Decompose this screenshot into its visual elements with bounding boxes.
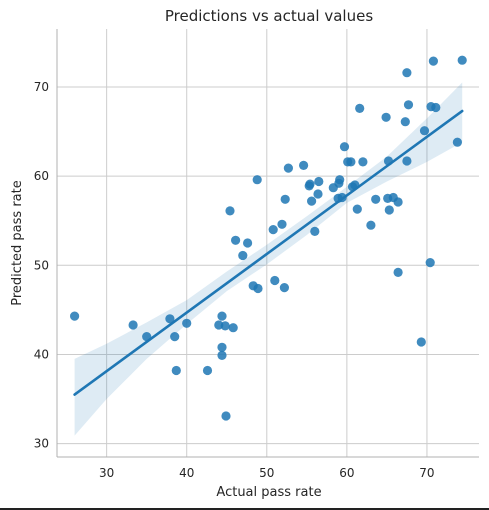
x-tick-label: 60 — [339, 466, 354, 480]
data-point — [403, 100, 414, 110]
data-points — [70, 55, 467, 421]
x-tick-label: 50 — [259, 466, 274, 480]
data-point — [352, 204, 362, 214]
data-point — [277, 219, 287, 229]
x-tick-labels: 30 40 50 60 70 — [99, 466, 435, 480]
y-tick-labels: 30 40 50 60 70 — [34, 80, 49, 451]
x-tick-label: 30 — [99, 466, 114, 480]
data-point — [393, 197, 403, 207]
data-point — [70, 311, 80, 321]
data-point — [419, 126, 430, 136]
data-point — [170, 332, 180, 342]
y-tick-label: 60 — [34, 169, 49, 183]
y-tick-label: 30 — [34, 437, 49, 451]
data-point — [280, 194, 290, 204]
data-point — [220, 321, 230, 331]
regression-line-path — [73, 109, 464, 396]
data-point — [217, 342, 227, 352]
data-point — [231, 235, 241, 245]
data-point — [217, 350, 227, 360]
data-point — [228, 323, 238, 333]
data-point — [253, 283, 263, 294]
chart-title: Predictions vs actual values — [165, 7, 373, 25]
data-point — [400, 117, 410, 127]
y-axis-label: Predicted pass rate — [10, 180, 25, 305]
data-point — [252, 175, 262, 185]
data-point — [313, 189, 323, 199]
data-point — [314, 176, 324, 187]
data-point — [371, 194, 381, 204]
confidence-band — [74, 82, 463, 436]
gridlines — [57, 29, 479, 457]
data-point — [402, 68, 412, 78]
data-point — [299, 160, 309, 170]
x-axis-label: Actual pass rate — [216, 485, 321, 500]
data-point — [310, 226, 320, 236]
data-point — [381, 112, 391, 122]
axes-spines — [56, 29, 479, 458]
data-point — [393, 267, 403, 277]
data-point — [416, 337, 426, 347]
data-point — [307, 196, 317, 206]
data-point — [366, 220, 376, 230]
data-point — [339, 142, 350, 152]
data-point — [217, 311, 227, 321]
data-point — [402, 156, 412, 166]
data-point — [346, 157, 356, 167]
data-point — [283, 163, 293, 173]
data-point — [384, 205, 394, 215]
y-tick-label: 70 — [34, 80, 49, 94]
y-tick-label: 40 — [34, 347, 49, 361]
data-point — [428, 56, 438, 66]
confidence-band-area — [74, 82, 463, 436]
data-point — [425, 258, 435, 268]
data-point — [279, 283, 289, 293]
x-tick-label: 40 — [179, 466, 194, 480]
data-point — [270, 275, 280, 286]
regression-line — [73, 109, 464, 396]
data-point — [165, 314, 175, 324]
data-point — [355, 103, 365, 113]
data-point — [238, 250, 248, 261]
data-point — [305, 179, 315, 189]
y-tick-label: 50 — [34, 258, 49, 272]
data-point — [452, 137, 462, 147]
data-point — [128, 320, 138, 330]
data-point — [182, 318, 192, 328]
data-point — [335, 175, 345, 185]
x-tick-label: 70 — [419, 466, 434, 480]
data-point — [457, 55, 467, 65]
data-point — [221, 411, 231, 421]
data-point — [243, 238, 253, 248]
data-point — [202, 365, 213, 376]
data-point — [431, 102, 441, 113]
data-point — [268, 225, 278, 235]
data-point — [358, 157, 368, 167]
data-point — [171, 365, 181, 376]
data-point — [225, 206, 235, 216]
bottom-border — [0, 508, 489, 510]
